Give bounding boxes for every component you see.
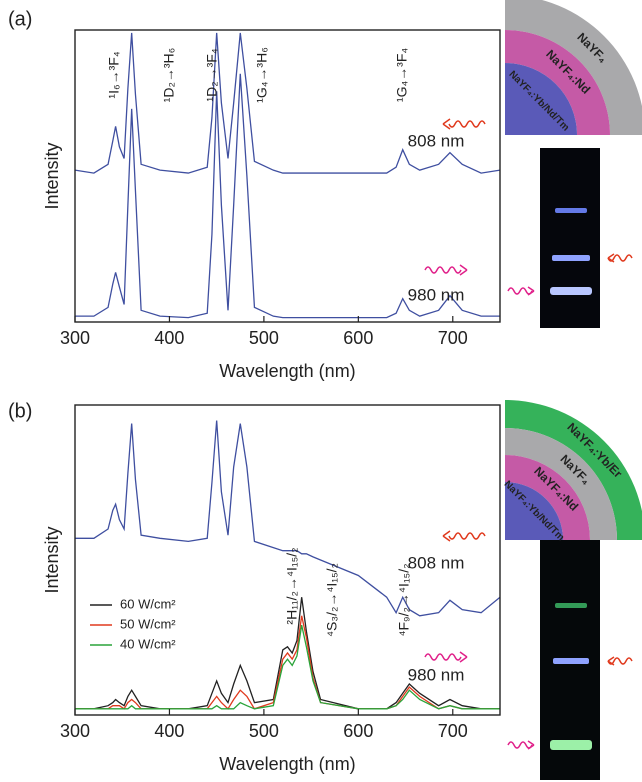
annotation: ¹G₄→³F₄ <box>394 48 410 102</box>
x-tick-label: 400 <box>154 721 184 741</box>
legend-label: 50 W/cm² <box>120 616 176 631</box>
x-tick-label: 600 <box>343 721 373 741</box>
excitation-arrow <box>424 653 462 661</box>
excitation-arrow <box>448 532 486 540</box>
shell-layer <box>505 455 590 540</box>
annotation: 808 nm <box>408 131 465 150</box>
vial-photo <box>540 148 600 328</box>
glow-band <box>550 740 592 750</box>
spectrum-line <box>75 624 500 710</box>
shell-layer <box>505 428 617 540</box>
glow-band <box>552 255 590 261</box>
legend-label: 60 W/cm² <box>120 596 176 611</box>
x-axis-label: Wavelength (nm) <box>219 361 355 381</box>
y-axis-label: Intensity <box>42 142 62 209</box>
annotation: ¹G₄→³H₆ <box>254 47 270 103</box>
legend-label: 40 W/cm² <box>120 636 176 651</box>
annotation: ²H₁₁/₂→⁴I₁₅/₂ <box>284 547 300 624</box>
glow-band <box>553 658 589 664</box>
arrow-head <box>607 253 615 263</box>
annotation: ¹D₂→³F₄ <box>204 48 220 101</box>
x-tick-label: 700 <box>438 721 468 741</box>
spectrum-line <box>75 73 500 319</box>
arrow-head <box>527 286 535 296</box>
x-tick-label: 500 <box>249 328 279 348</box>
annotation: ⁴F₉/₂→⁴I₁₅/₂ <box>396 563 412 636</box>
excitation-arrow <box>507 287 533 295</box>
arrow-head <box>442 118 451 130</box>
annotation: ¹D₂→³H₆ <box>161 48 177 103</box>
annotation: ¹I₆→³F₄ <box>106 51 122 98</box>
spectrum-line <box>74 32 501 174</box>
x-axis-label: Wavelength (nm) <box>219 754 355 774</box>
plot-frame <box>74 29 501 323</box>
spectrum-line <box>75 615 500 710</box>
arrow-head <box>459 651 468 663</box>
x-tick-label: 500 <box>249 721 279 741</box>
arrow-head <box>527 740 535 750</box>
x-tick-label: 300 <box>60 328 90 348</box>
annotation: 980 nm <box>408 285 465 304</box>
shell-layer <box>505 0 642 135</box>
x-tick-label: 400 <box>154 328 184 348</box>
x-tick-label: 600 <box>343 328 373 348</box>
shell-layer <box>505 400 642 540</box>
y-axis-label: Intensity <box>42 526 62 593</box>
annotation: ⁴S₃/₂→⁴I₁₅/₂ <box>324 563 340 637</box>
glow-band <box>550 287 592 295</box>
glow-band <box>555 603 587 608</box>
arrow-head <box>459 264 468 276</box>
shell-layer <box>505 30 610 135</box>
arrow-head <box>607 656 615 666</box>
annotation: 980 nm <box>408 665 465 684</box>
excitation-arrow <box>507 741 533 749</box>
shell-layer <box>505 63 577 135</box>
shell-layer <box>505 482 563 540</box>
panel-label: (b) <box>8 400 32 422</box>
spectrum-line <box>75 597 500 710</box>
x-tick-label: 700 <box>438 328 468 348</box>
plot-frame <box>74 404 501 716</box>
x-tick-label: 300 <box>60 721 90 741</box>
arrow-head <box>442 530 451 542</box>
excitation-arrow <box>448 120 486 128</box>
spectrum-line <box>75 420 501 617</box>
glow-band <box>555 208 587 213</box>
excitation-arrow <box>424 266 462 274</box>
panel-label: (a) <box>8 8 32 30</box>
annotation: 808 nm <box>408 553 465 572</box>
